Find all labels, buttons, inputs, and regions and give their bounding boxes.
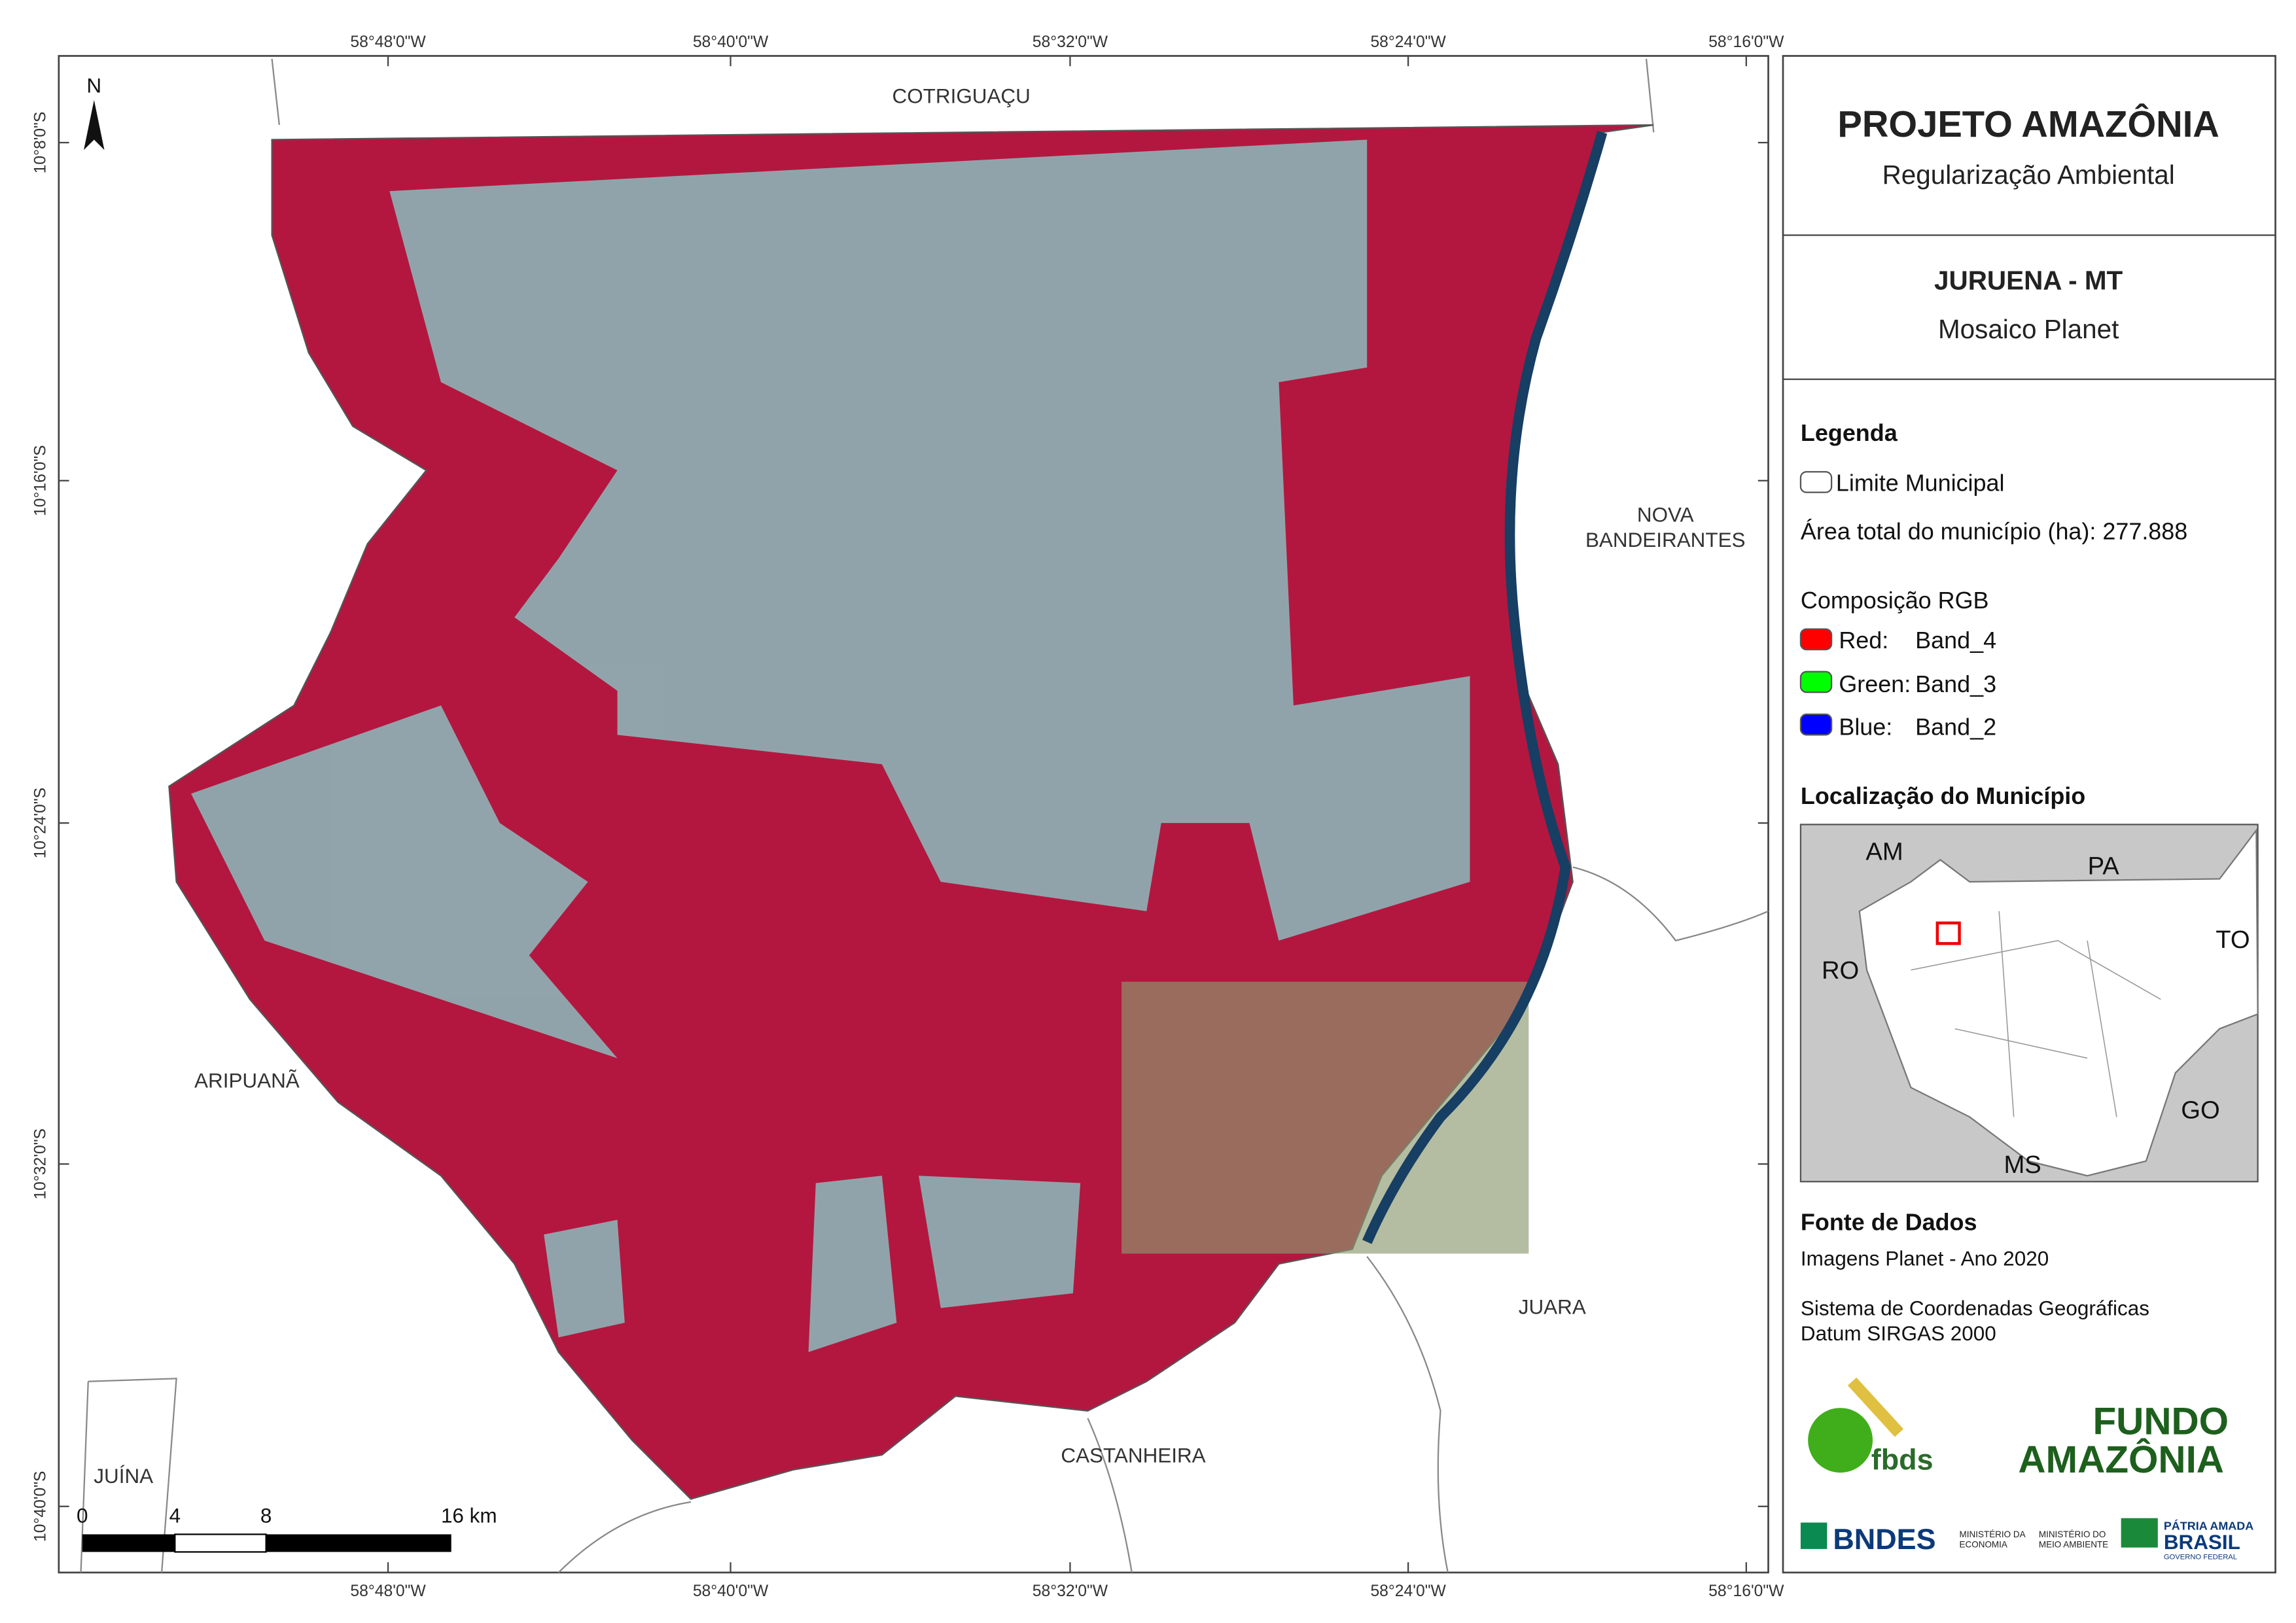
legend-swatch xyxy=(1799,713,1833,736)
river xyxy=(1362,131,1608,1244)
logo-bndes: BNDES xyxy=(1833,1522,1935,1556)
legend-subtitle: Composição RGB xyxy=(1801,587,1989,614)
state-label: RO xyxy=(1822,956,1859,985)
place-label: JUARA xyxy=(1519,1295,1586,1318)
coord-label: 58°40'0"W xyxy=(693,1582,769,1600)
source-line: Datum SIRGAS 2000 xyxy=(1801,1322,1996,1345)
scale-segment xyxy=(174,1533,267,1553)
legend-swatch xyxy=(1799,471,1833,493)
subtitle: Regularização Ambiental xyxy=(1882,160,2175,190)
image-patch xyxy=(1122,981,1529,1254)
legend-label: Limite Municipal xyxy=(1836,469,2005,496)
coord-label: 58°40'0"W xyxy=(693,33,769,51)
coord-label: 58°32'0"W xyxy=(1033,33,1108,51)
area-title: JURUENA - MT xyxy=(1934,266,2123,296)
sources-title: Fonte de Dados xyxy=(1801,1208,1977,1235)
coord-label: 10°32'0"S xyxy=(32,1128,50,1200)
inset-locator xyxy=(1935,921,1961,945)
logo-mark xyxy=(2121,1518,2158,1548)
coord-label: 10°24'0"S xyxy=(32,788,50,859)
logo-ministry: MINISTÉRIO DA xyxy=(1960,1529,2026,1539)
coord-label: 58°16'0"W xyxy=(1708,1582,1784,1600)
source-line: Sistema de Coordenadas Geográficas xyxy=(1801,1297,2149,1320)
clearing xyxy=(544,1176,1081,1352)
inset-boundaries xyxy=(1911,911,2161,1117)
source-line: Imagens Planet - Ano 2020 xyxy=(1801,1247,2049,1270)
title: PROJETO AMAZÔNIA xyxy=(1837,103,2219,145)
panel-frame xyxy=(1782,55,2276,1574)
state-label: AM xyxy=(1865,837,1903,865)
coordinates: 58°48'0"W 58°40'0"W 58°32'0"W 58°24'0"W 58°1… xyxy=(32,33,1785,1600)
logo-mark xyxy=(1847,1377,1904,1437)
side-panel: PROJETO AMAZÔNIA Regularização Ambiental… xyxy=(1782,55,2276,1574)
logo-ministry: MINISTÉRIO DO xyxy=(2039,1529,2106,1539)
logo-mark xyxy=(1808,1408,1873,1473)
coord-label: 58°32'0"W xyxy=(1033,1582,1108,1600)
place-label: CASTANHEIRA xyxy=(1061,1444,1205,1467)
place-label: ARIPUANÃ xyxy=(194,1070,300,1092)
state-label: TO xyxy=(2216,926,2250,954)
legend-label: Band_4 xyxy=(1915,627,1996,654)
clearing xyxy=(191,705,618,1058)
legend-label: Band_3 xyxy=(1915,671,1996,697)
legend-swatch xyxy=(1799,628,1833,651)
scale-label: 0 xyxy=(77,1504,88,1527)
clearing xyxy=(389,139,1470,941)
logo-brasil: GOVERNO FEDERAL xyxy=(2164,1554,2237,1562)
coord-label: 58°48'0"W xyxy=(350,33,426,51)
neighbor-boundary xyxy=(80,58,1769,1573)
logo-ministry: MEIO AMBIENTE xyxy=(2039,1540,2108,1550)
coord-label: 58°24'0"W xyxy=(1370,1582,1446,1600)
legend-text: Área total do município (ha): 277.888 xyxy=(1801,518,2187,545)
coord-label: 58°48'0"W xyxy=(350,1582,426,1600)
coord-label: 58°24'0"W xyxy=(1370,33,1446,51)
legend-label: Green: xyxy=(1839,671,1911,697)
place-label: JUÍNA xyxy=(94,1465,153,1488)
logo-ministry: ECONOMIA xyxy=(1960,1540,2007,1550)
state-label: MS xyxy=(2004,1151,2041,1179)
legend-label: Red: xyxy=(1839,627,1888,654)
cleared-areas xyxy=(191,139,1470,1352)
scale-label: 16 km xyxy=(441,1504,497,1527)
north-arrow xyxy=(84,99,105,150)
map-area: N COTRIGUAÇU NOVA BANDEIRANTES ARIPUANÃ … xyxy=(58,55,1769,1574)
logo-fbds: fbds xyxy=(1871,1443,1934,1476)
logo-brasil: PÁTRIA AMADA xyxy=(2164,1519,2253,1533)
legend-label: Band_2 xyxy=(1915,713,1996,740)
coord-label: 10°16'0"S xyxy=(32,445,50,516)
state-label: PA xyxy=(2088,852,2120,881)
scale-segment xyxy=(266,1534,451,1552)
logo-mark xyxy=(1800,1522,1828,1549)
logo-fundo: AMAZÔNIA xyxy=(2018,1437,2224,1481)
logo-fundo: FUNDO xyxy=(2093,1401,2229,1443)
state-label: GO xyxy=(2181,1096,2219,1125)
scale-segment xyxy=(82,1534,175,1552)
coord-label: 10°40'0"S xyxy=(32,1471,50,1542)
north-label: N xyxy=(86,75,101,97)
area-subtitle: Mosaico Planet xyxy=(1938,314,2119,344)
legend-label: Blue: xyxy=(1839,713,1892,740)
place-label: NOVA xyxy=(1637,504,1694,527)
legend-title: Legenda xyxy=(1801,419,1898,446)
coord-label: 58°16'0"W xyxy=(1708,33,1784,51)
place-label: BANDEIRANTES xyxy=(1585,529,1746,551)
place-label: COTRIGUAÇU xyxy=(892,84,1031,107)
legend-swatch xyxy=(1799,671,1833,693)
location-title: Localização do Município xyxy=(1801,782,2085,809)
scale-label: 4 xyxy=(169,1504,181,1527)
inset-state xyxy=(1858,828,2259,1177)
coord-label: 10°8'0"S xyxy=(32,112,50,174)
logo-brasil: BRASIL xyxy=(2164,1531,2240,1554)
scale-label: 8 xyxy=(260,1504,272,1527)
